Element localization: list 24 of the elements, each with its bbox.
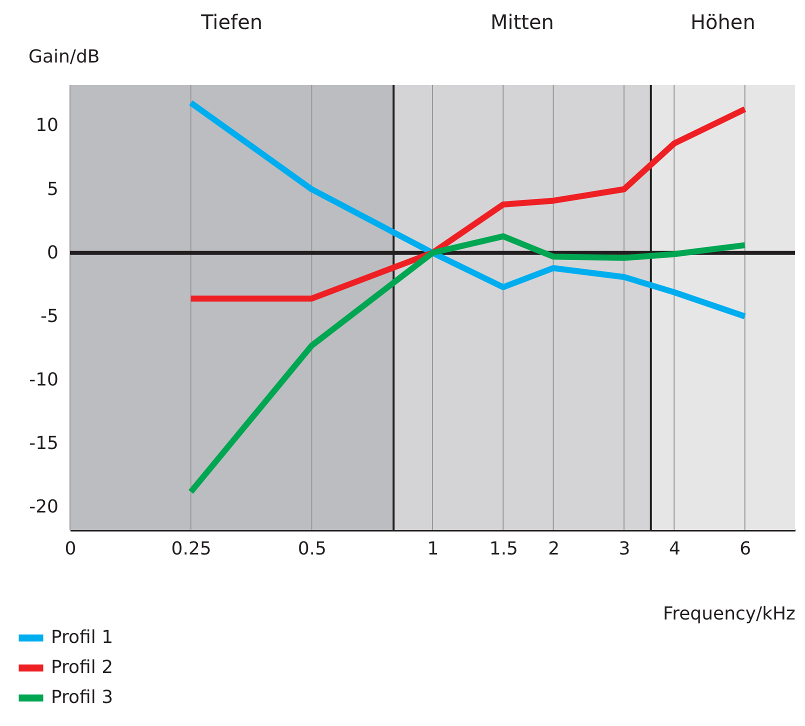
x-axis-title: Frequency/kHz [663, 604, 796, 624]
legend-label: Profil 1 [51, 627, 114, 648]
y-tick-label: 0 [47, 242, 58, 264]
band-label: Tiefen [200, 10, 263, 34]
y-tick-label: -15 [29, 433, 58, 454]
y-tick-label: -20 [29, 496, 58, 518]
x-tick-label: 0.25 [171, 538, 212, 560]
y-axis-title: Gain/dB [28, 46, 100, 68]
x-tick-label: 3 [618, 538, 630, 560]
legend-label: Profil 3 [51, 687, 114, 708]
x-tick-label: 6 [740, 538, 752, 560]
x-tick-label: 4 [668, 538, 680, 560]
x-tick-label: 1 [427, 538, 439, 560]
band-label: Mitten [490, 10, 554, 34]
y-tick-label: -5 [40, 306, 58, 327]
x-tick-label: 0.5 [298, 538, 326, 560]
y-tick-label: 10 [36, 115, 58, 136]
y-tick-label: -10 [29, 369, 58, 390]
legend-label: Profil 2 [51, 657, 114, 678]
band-label: Höhen [690, 10, 756, 34]
y-tick-label: 5 [47, 178, 58, 200]
x-tick-label: 0 [64, 538, 76, 560]
x-tick-label: 2 [548, 538, 560, 560]
x-tick-label: 1.5 [489, 538, 518, 560]
